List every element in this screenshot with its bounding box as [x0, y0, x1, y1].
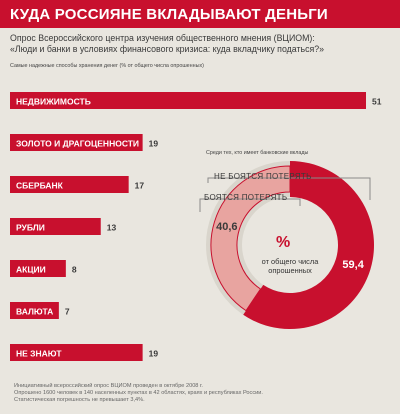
bar-1	[10, 134, 143, 151]
bar-3	[10, 218, 101, 235]
page-title: КУДА РОССИЯНЕ ВКЛАДЫВАЮТ ДЕНЬГИ	[10, 6, 328, 23]
bar-category-label: НЕДВИЖИМОСТЬ	[16, 97, 91, 107]
bar-6	[10, 344, 143, 361]
bar-chart-note: Самые надежные способы хранения денег (%…	[10, 63, 204, 69]
bar-value-label: 8	[72, 265, 77, 275]
title-bar: КУДА РОССИЯНЕ ВКЛАДЫВАЮТ ДЕНЬГИ	[0, 0, 400, 28]
footer-line-2: Опрошено 1600 человек в 140 населенных п…	[14, 390, 263, 396]
footer-note: Инициативный всероссийский опрос ВЦИОМ п…	[14, 383, 394, 404]
donut-note: Среди тех, кто имеет банковские вклады	[206, 150, 309, 156]
bar-category-label: АКЦИИ	[16, 265, 46, 275]
donut-label-afraid: БОЯТСЯ ПОТЕРЯТЬ	[204, 193, 288, 202]
donut-center-caption: от общего числа опрошенных	[261, 257, 319, 275]
bar-5	[10, 302, 59, 319]
bar-value-label: 13	[107, 223, 117, 233]
bar-2	[10, 176, 129, 193]
footer-line-3: Статистическая погрешность не превышает …	[14, 397, 145, 403]
subtitle: Опрос Всероссийского центра изучения общ…	[10, 33, 395, 55]
bar-value-label: 7	[65, 307, 70, 317]
subtitle-line-1: Опрос Всероссийского центра изучения общ…	[10, 33, 315, 43]
bar-0	[10, 92, 366, 109]
leader-line-afraid	[199, 198, 301, 212]
bar-value-label: 17	[135, 181, 145, 191]
donut-slice-not-afraid	[243, 161, 375, 329]
bar-value-label: 19	[149, 139, 159, 149]
bar-category-label: СБЕРБАНК	[16, 181, 64, 191]
subtitle-line-2: «Люди и банки в условиях финансового кри…	[10, 44, 325, 54]
donut-value-label: 59,4	[342, 259, 364, 271]
bar-category-label: ВАЛЮТА	[16, 307, 53, 317]
bar-value-label: 51	[372, 97, 382, 107]
bar-value-label: 19	[149, 349, 159, 359]
footer-line-1: Инициативный всероссийский опрос ВЦИОМ п…	[14, 383, 203, 389]
donut-label-not-afraid: НЕ БОЯТСЯ ПОТЕРЯТЬ	[214, 172, 312, 181]
bar-4	[10, 260, 66, 277]
bar-category-label: ЗОЛОТО И ДРАГОЦЕННОСТИ	[16, 139, 139, 149]
donut-center-percent: %	[276, 234, 291, 251]
leader-line-not-afraid	[207, 177, 371, 200]
donut-slice-afraid	[210, 165, 291, 312]
bar-category-label: НЕ ЗНАЮТ	[16, 349, 62, 359]
donut-value-label: 40,6	[216, 221, 237, 233]
bar-category-label: РУБЛИ	[16, 223, 45, 233]
